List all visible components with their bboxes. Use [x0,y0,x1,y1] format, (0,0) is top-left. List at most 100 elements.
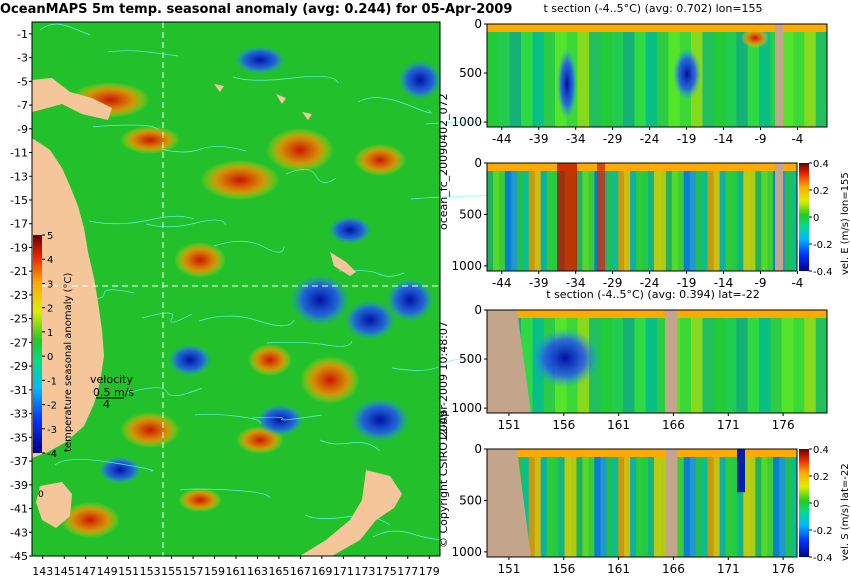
section-surface-layer [487,24,827,32]
map-contour-line [39,23,91,36]
section-stripe [713,30,726,127]
colorbar-tick-label: -0.2 [813,240,833,251]
map-colorbar-tick-label: 5 [47,231,53,242]
land-tasmania [36,482,72,528]
map-anomaly-patch [300,356,360,404]
section-stripe [634,30,647,127]
section-stripe [521,30,533,127]
vel-s-colorbar: 0.4 0.2 0 -0.2 -0.4 vel. S (m/s) lat=-22 [799,445,850,564]
colorbar-tick-label: 0 [813,213,819,224]
land-australia [32,138,104,458]
section-stripe [618,455,625,557]
section-cold-anomaly [557,48,577,120]
map-anomaly-patch [120,412,180,448]
section-stripe [630,169,637,271]
map-texture [39,23,517,540]
map-anomaly-patch [60,502,120,538]
map-colorbar-tick-label: -2 [47,401,57,412]
map-y-tick-label: -35 [10,431,28,444]
section-stripe [600,30,613,127]
section-stripe [731,169,738,271]
map-x-tick-label: 151 [118,565,139,578]
map-colorbar-label: temperature seasonal anomaly (°C) [63,273,74,452]
section-stripe [487,169,494,271]
section-stripe [623,30,635,127]
section-x-tick-label: -14 [714,276,734,290]
section-land-mask [487,310,531,413]
section-stripe [577,30,590,127]
section-stripe [747,30,760,127]
section-x-tick-label: 171 [717,418,740,432]
map-anomaly-patch [386,278,434,322]
map-contour-line [232,76,339,84]
section-stripe [695,169,703,271]
section-stripe [653,455,661,557]
map-y-tick-label: -31 [10,384,28,397]
vel-s-colorbar-bar [799,449,809,557]
map-contour-line [198,315,295,327]
section-x-tick-label: 171 [717,562,740,576]
section-y-tick-label: 0 [474,442,482,456]
colorbar-tick-label: -0.4 [813,553,833,564]
section-stripe [702,316,715,413]
section-stripe [618,169,625,271]
section-stripe [701,169,709,271]
section-cold-anomaly [673,48,701,100]
section-x-tick-label: -39 [529,276,549,290]
section-stripe [804,30,817,127]
section-stripe [683,455,691,557]
section-stripe [522,455,530,557]
section-stripe [713,316,726,413]
section-stripe [624,169,631,271]
section-stripe [576,455,583,557]
section-surface-layer [487,163,797,171]
section-stripe [749,169,756,271]
map-x-tick-label: 175 [376,565,397,578]
section-y-tick-label: 0 [474,156,482,170]
section-x-tick-label: 161 [607,562,630,576]
map-anomaly-patch [290,274,350,326]
section-stripe [634,316,647,413]
map-x-tick-label: 143 [32,565,53,578]
section-x-tick-label: -9 [754,132,766,146]
section-stripe [793,316,805,413]
section-stripe [611,30,624,127]
section-stripe [665,169,673,271]
section-stripe [737,169,744,271]
section-y-tick-label: 500 [459,66,482,80]
map-anomaly-patch [328,216,372,244]
section-stripe [659,455,667,557]
section-warm-anomaly [741,28,769,48]
map-colorbar-tick-label: -3 [47,425,57,436]
section-land-mask [775,163,783,271]
vel-e-colorbar: 0.4 0.2 0 -0.2 -0.4 vel. E (m/s) lon=155 [799,159,850,278]
section-stripe [731,455,738,557]
map-colorbar: 5 4 3 2 1 0 -1 -2 -3 -4 temperature seasonal anom… [33,231,74,460]
section-stripe [642,169,649,271]
section-stripe [630,455,637,557]
map-anomaly-patch [256,404,304,436]
section-y-tick-label: 1000 [451,545,482,559]
section-stripe [713,169,720,271]
section-stripe [689,455,697,557]
section-stripe [737,455,744,557]
section-stripe [759,316,771,413]
section-stripe [516,169,524,271]
section-stripe [504,169,512,271]
map-contour-line [126,387,203,397]
map-y-tick-label: -11 [10,147,28,160]
section-stripe [647,169,655,271]
section-stripe [695,455,703,557]
map-anomaly-patch [344,300,396,340]
section-stripe [509,30,522,127]
section-x-tick-label: -14 [714,132,734,146]
map-x-axis: 143 145 147 149 151 153 155 157 159 161 163 165 167 1… [32,556,440,578]
section-stripe [725,316,737,413]
section-x-tick-label: -34 [566,276,586,290]
map-contour-line [304,514,391,526]
colorbar-tick-label: 0.4 [813,159,829,170]
map-contour-line [194,413,261,425]
section-stripe [606,169,613,271]
section-stripe [761,455,768,557]
section-stripe [576,169,583,271]
